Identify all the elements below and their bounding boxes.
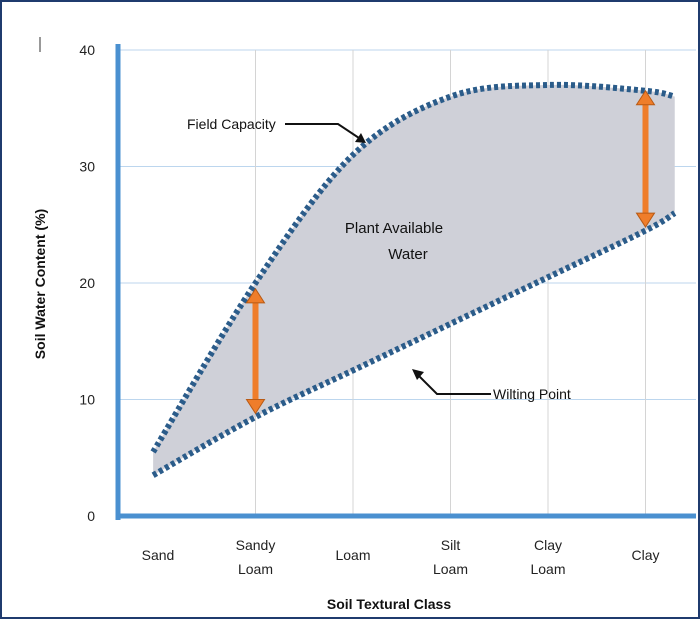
y-tick-labels: 0 10 20 30 40 — [79, 42, 95, 524]
wilting-point-callout: Wilting Point — [412, 369, 571, 402]
y-tick-label: 20 — [79, 275, 95, 291]
x-tick-label: Clay — [534, 537, 562, 553]
wilting-point-leader-line — [416, 373, 491, 395]
x-tick-label: Loam — [335, 547, 370, 563]
x-axis-title: Soil Textural Class — [327, 596, 451, 612]
x-tick-label: Sand — [142, 547, 175, 563]
y-tick-label: 40 — [79, 42, 95, 58]
field-capacity-label: Field Capacity — [187, 116, 276, 132]
y-tick-label: 30 — [79, 159, 95, 175]
y-tick-label: 0 — [87, 508, 95, 524]
x-tick-label: Clay — [631, 547, 659, 563]
wilting-point-leader-arrowhead — [412, 369, 424, 380]
field-capacity-callout: Field Capacity — [187, 116, 366, 143]
field-capacity-curve — [150, 81, 676, 454]
x-tick-labels: Sand Sandy Loam Loam Silt Loam Clay Loam Clay — [142, 537, 660, 577]
wilting-point-label: Wilting Point — [493, 386, 571, 402]
y-tick-label: 10 — [79, 392, 95, 408]
range-arrow-head-up — [245, 287, 266, 304]
field-capacity-leader-line — [285, 123, 363, 141]
y-axis-title: Soil Water Content (%) — [32, 209, 48, 359]
plant-available-water-label: Plant Available Water — [345, 220, 443, 263]
x-tick-label: Loam — [238, 561, 273, 577]
range-arrows — [245, 89, 656, 415]
axes — [115, 44, 696, 520]
x-tick-label: Sandy — [236, 537, 276, 553]
plant-available-water-line2: Water — [388, 246, 427, 263]
plant-available-water-line1: Plant Available — [345, 220, 443, 237]
x-tick-label: Silt — [441, 537, 461, 553]
x-tick-label: Loam — [530, 561, 565, 577]
range-arrow-head-down — [635, 212, 656, 229]
field-capacity-leader-arrowhead — [355, 133, 366, 143]
plant-available-water-area — [153, 84, 675, 476]
x-tick-label: Loam — [433, 561, 468, 577]
range-arrow-head-up — [635, 89, 656, 106]
range-arrow-head-down — [245, 398, 266, 415]
